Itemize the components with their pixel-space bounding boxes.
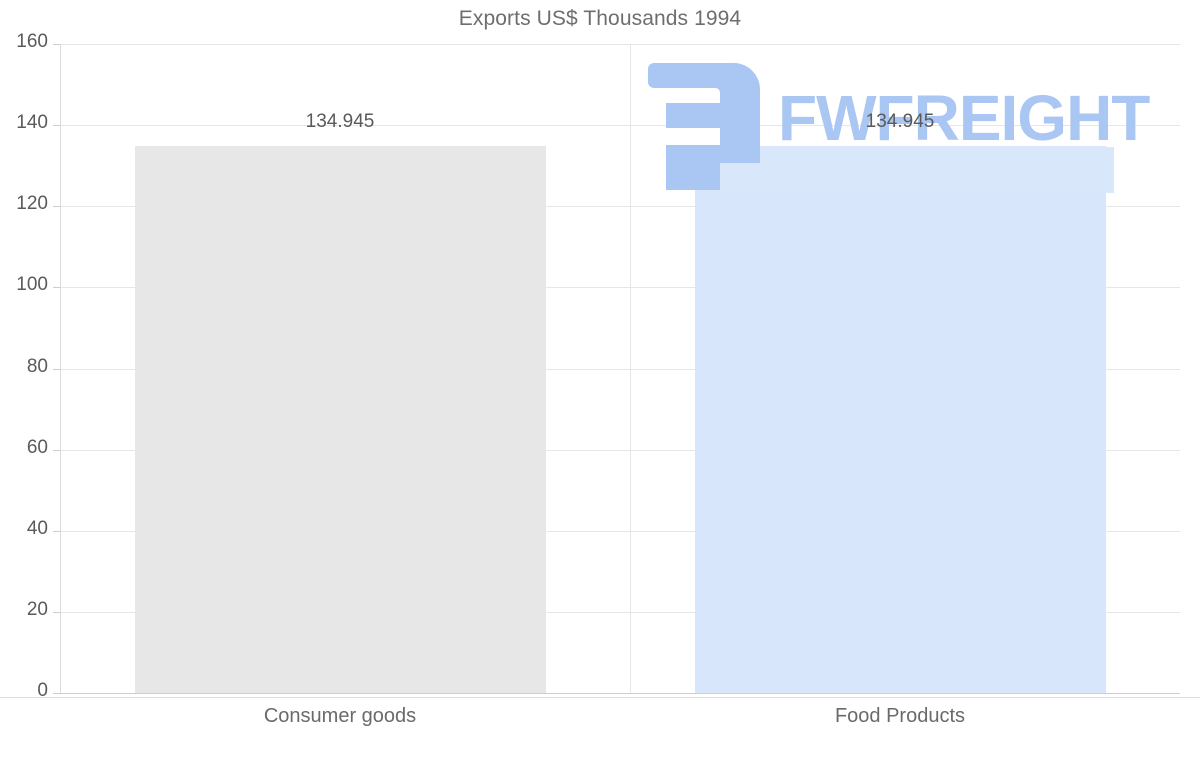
y-tick-label: 100 <box>16 274 48 296</box>
y-tick-mark <box>53 449 60 451</box>
category-divider-gridline <box>630 44 631 693</box>
gridline <box>60 125 1180 127</box>
gridline <box>60 449 1180 451</box>
y-tick-mark <box>53 693 60 694</box>
gridline <box>60 530 1180 532</box>
x-axis-line <box>60 693 1180 694</box>
plot-area <box>60 44 1180 694</box>
bar-food-products[interactable] <box>694 145 1106 693</box>
gridline <box>60 611 1180 613</box>
gridline <box>60 287 1180 289</box>
y-tick-label: 20 <box>26 598 48 620</box>
bar-consumer-goods[interactable] <box>134 145 546 693</box>
y-tick-mark <box>53 125 60 127</box>
bar-value-label: 134.945 <box>865 110 935 132</box>
gridline <box>60 206 1180 208</box>
y-tick-mark <box>53 44 60 45</box>
x-tick-label: Food Products <box>834 705 966 727</box>
y-tick-label: 60 <box>26 436 48 458</box>
y-tick-mark <box>53 611 60 613</box>
gridline <box>60 368 1180 370</box>
y-axis-line <box>60 44 61 694</box>
y-tick-label: 140 <box>16 112 48 134</box>
y-tick-mark <box>53 287 60 289</box>
gridline <box>60 44 1180 45</box>
x-tick-label: Consumer goods <box>263 705 417 727</box>
y-tick-label: 160 <box>16 31 48 52</box>
y-tick-mark <box>53 206 60 208</box>
y-tick-label: 0 <box>37 680 48 701</box>
y-tick-label: 120 <box>16 193 48 215</box>
y-tick-mark <box>53 530 60 532</box>
y-tick-label: 80 <box>26 355 48 377</box>
bar-value-label: 134.945 <box>305 110 375 132</box>
y-tick-label: 40 <box>26 517 48 539</box>
chart-title: Exports US$ Thousands 1994 <box>458 7 742 30</box>
x-axis-baseline-border <box>0 697 1200 698</box>
y-tick-mark <box>53 368 60 370</box>
